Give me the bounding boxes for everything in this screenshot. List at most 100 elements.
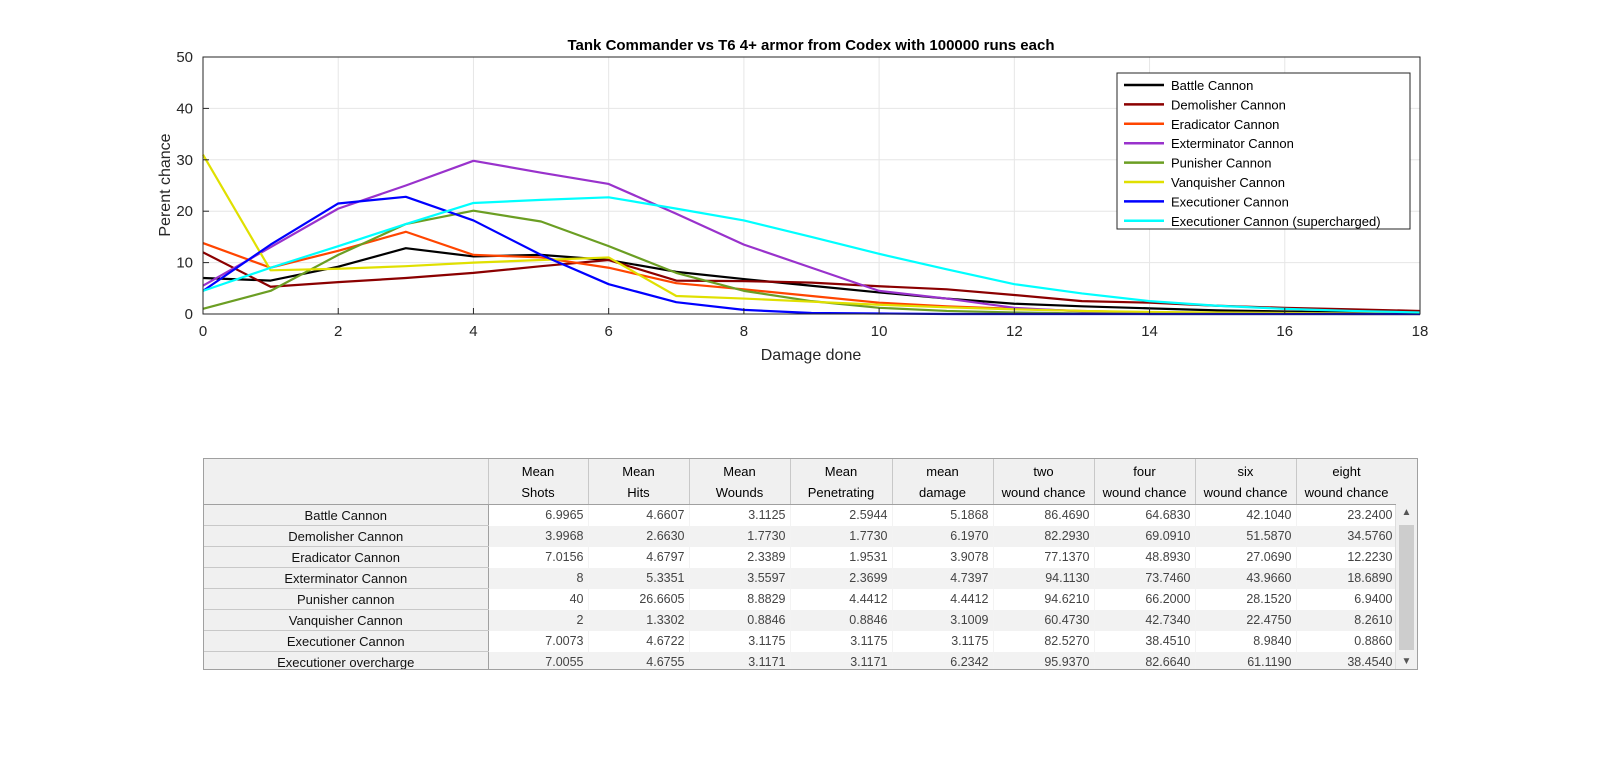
column-header[interactable]: four wound chance (1094, 459, 1196, 505)
table-cell[interactable]: 40 (488, 588, 589, 610)
table-cell[interactable]: 7.0055 (488, 651, 589, 669)
table-cell[interactable]: 4.6755 (588, 651, 690, 669)
table-cell[interactable]: 38.4540 (1296, 651, 1398, 669)
scrollbar-thumb[interactable] (1399, 525, 1414, 650)
table-cell[interactable]: 60.4730 (993, 609, 1095, 631)
table-cell[interactable]: 82.2930 (993, 525, 1095, 547)
table-cell[interactable]: 3.1171 (689, 651, 791, 669)
table-row[interactable]: Vanquisher Cannon 2 1.3302 0.8846 0.8846 3.10… (204, 609, 1398, 631)
table-cell[interactable]: 27.0690 (1195, 546, 1297, 568)
column-header[interactable]: Mean Penetrating (790, 459, 893, 505)
scroll-down-icon[interactable]: ▼ (1401, 656, 1412, 667)
table-cell[interactable]: 94.6210 (993, 588, 1095, 610)
table-row[interactable]: Demolisher Cannon 3.9968 2.6630 1.7730 1.773… (204, 525, 1398, 547)
legend-label: Executioner Cannon (1171, 194, 1289, 209)
table-cell[interactable]: 3.1175 (892, 630, 994, 652)
table-row[interactable]: Eradicator Cannon 7.0156 4.6797 2.3389 1.953… (204, 546, 1398, 568)
table-cell[interactable]: 22.4750 (1195, 609, 1297, 631)
table-cell[interactable]: 4.4412 (790, 588, 893, 610)
table-cell[interactable]: 43.9660 (1195, 567, 1297, 589)
table-cell[interactable]: 26.6605 (588, 588, 690, 610)
scroll-up-icon[interactable]: ▲ (1401, 507, 1412, 518)
row-header: Eradicator Cannon (204, 546, 489, 568)
table-cell[interactable]: 28.1520 (1195, 588, 1297, 610)
table-cell[interactable]: 7.0156 (488, 546, 589, 568)
table-row[interactable]: Punisher cannon 40 26.6605 8.8829 4.4412 4.44… (204, 588, 1398, 610)
table-cell[interactable]: 8.8829 (689, 588, 791, 610)
table-cell[interactable]: 48.8930 (1094, 546, 1196, 568)
row-header: Exterminator Cannon (204, 567, 489, 589)
table-cell[interactable]: 69.0910 (1094, 525, 1196, 547)
table-cell[interactable]: 18.6890 (1296, 567, 1398, 589)
table-cell[interactable]: 3.1125 (689, 504, 791, 526)
table-cell[interactable]: 2.5944 (790, 504, 893, 526)
table-cell[interactable]: 12.2230 (1296, 546, 1398, 568)
table-cell[interactable]: 1.9531 (790, 546, 893, 568)
column-header[interactable]: two wound chance (993, 459, 1095, 505)
table-cell[interactable]: 3.1009 (892, 609, 994, 631)
column-header[interactable]: six wound chance (1195, 459, 1297, 505)
table-cell[interactable]: 42.1040 (1195, 504, 1297, 526)
column-header[interactable]: Mean Shots (488, 459, 589, 505)
table-cell[interactable]: 61.1190 (1195, 651, 1297, 669)
table-cell[interactable]: 8.2610 (1296, 609, 1398, 631)
table-cell[interactable]: 3.5597 (689, 567, 791, 589)
table-cell[interactable]: 6.2342 (892, 651, 994, 669)
table-cell[interactable]: 3.1175 (790, 630, 893, 652)
table-cell[interactable]: 3.1175 (689, 630, 791, 652)
table-cell[interactable]: 51.5870 (1195, 525, 1297, 547)
table-cell[interactable]: 4.6722 (588, 630, 690, 652)
table-cell[interactable]: 42.7340 (1094, 609, 1196, 631)
table-cell[interactable]: 82.5270 (993, 630, 1095, 652)
table-cell[interactable]: 0.8846 (790, 609, 893, 631)
column-header[interactable]: Mean Wounds (689, 459, 791, 505)
table-row[interactable]: Exterminator Cannon 8 5.3351 3.5597 2.3699 4.… (204, 567, 1398, 589)
table-cell[interactable]: 0.8860 (1296, 630, 1398, 652)
table-cell[interactable]: 6.9965 (488, 504, 589, 526)
table-cell[interactable]: 77.1370 (993, 546, 1095, 568)
column-header[interactable]: eight wound chance (1296, 459, 1398, 505)
table-cell[interactable]: 64.6830 (1094, 504, 1196, 526)
vertical-scrollbar[interactable]: ▲ ▼ (1395, 505, 1417, 669)
table-cell[interactable]: 1.7730 (689, 525, 791, 547)
table-cell[interactable]: 4.6607 (588, 504, 690, 526)
table-cell[interactable]: 2 (488, 609, 589, 631)
table-cell[interactable]: 5.1868 (892, 504, 994, 526)
table-cell[interactable]: 8.9840 (1195, 630, 1297, 652)
table-cell[interactable]: 95.9370 (993, 651, 1095, 669)
table-cell[interactable]: 0.8846 (689, 609, 791, 631)
table-cell[interactable]: 8 (488, 567, 589, 589)
table-cell[interactable]: 38.4510 (1094, 630, 1196, 652)
table-cell[interactable]: 3.9968 (488, 525, 589, 547)
table-cell[interactable]: 2.3389 (689, 546, 791, 568)
table-cell[interactable]: 5.3351 (588, 567, 690, 589)
column-header[interactable]: Mean Hits (588, 459, 690, 505)
column-header[interactable]: mean damage (892, 459, 994, 505)
table-cell[interactable]: 4.7397 (892, 567, 994, 589)
table-row[interactable]: Battle Cannon 6.9965 4.6607 3.1125 2.5944 5.1… (204, 504, 1398, 526)
legend-label: Vanquisher Cannon (1171, 175, 1285, 190)
table-cell[interactable]: 82.6640 (1094, 651, 1196, 669)
column-header-line: Hits (627, 484, 650, 500)
table-cell[interactable]: 4.4412 (892, 588, 994, 610)
corner-header (204, 459, 489, 505)
table-cell[interactable]: 3.1171 (790, 651, 893, 669)
table-cell[interactable]: 1.7730 (790, 525, 893, 547)
table-cell[interactable]: 6.1970 (892, 525, 994, 547)
table-cell[interactable]: 66.2000 (1094, 588, 1196, 610)
table-cell[interactable]: 23.2400 (1296, 504, 1398, 526)
table-cell[interactable]: 7.0073 (488, 630, 589, 652)
table-row[interactable]: Executioner Cannon 7.0073 4.6722 3.1175 3.11… (204, 630, 1398, 652)
table-cell[interactable]: 73.7460 (1094, 567, 1196, 589)
table-cell[interactable]: 34.5760 (1296, 525, 1398, 547)
table-cell[interactable]: 1.3302 (588, 609, 690, 631)
row-header: Punisher cannon (204, 588, 489, 610)
table-cell[interactable]: 2.3699 (790, 567, 893, 589)
table-cell[interactable]: 4.6797 (588, 546, 690, 568)
table-cell[interactable]: 6.9400 (1296, 588, 1398, 610)
table-row[interactable]: Executioner overcharge 7.0055 4.6755 3.1171… (204, 651, 1398, 669)
table-cell[interactable]: 86.4690 (993, 504, 1095, 526)
table-cell[interactable]: 3.9078 (892, 546, 994, 568)
table-cell[interactable]: 2.6630 (588, 525, 690, 547)
table-cell[interactable]: 94.1130 (993, 567, 1095, 589)
